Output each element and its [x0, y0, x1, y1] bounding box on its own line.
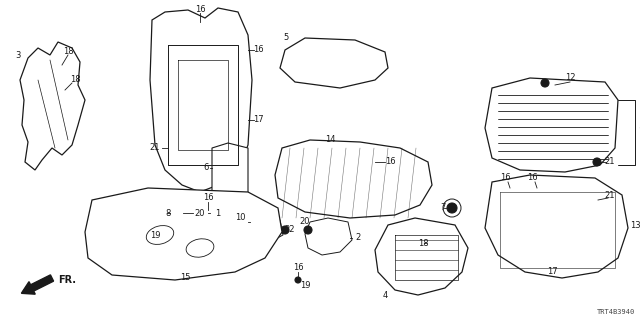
Polygon shape [275, 140, 432, 218]
Text: 10: 10 [235, 213, 245, 222]
Circle shape [295, 277, 301, 283]
Text: FR.: FR. [58, 275, 76, 285]
Text: 16: 16 [500, 173, 510, 182]
Circle shape [304, 226, 312, 234]
Text: 16: 16 [253, 45, 263, 54]
Polygon shape [150, 8, 252, 192]
Circle shape [170, 208, 180, 218]
Polygon shape [485, 78, 618, 172]
Text: 16: 16 [292, 263, 303, 273]
Text: 21: 21 [605, 157, 615, 166]
Polygon shape [305, 218, 352, 255]
Text: 15: 15 [180, 274, 190, 283]
Text: 12: 12 [564, 74, 575, 83]
Circle shape [281, 226, 289, 234]
Text: 11: 11 [638, 127, 640, 137]
Text: 16: 16 [527, 173, 538, 182]
Text: 1: 1 [216, 209, 221, 218]
Text: 20: 20 [300, 218, 310, 227]
Text: 17: 17 [253, 116, 263, 124]
Text: 4: 4 [382, 291, 388, 300]
Text: 16: 16 [195, 5, 205, 14]
Text: 3: 3 [15, 51, 20, 60]
Ellipse shape [147, 226, 173, 244]
Text: 20: 20 [195, 209, 205, 218]
Text: 18: 18 [63, 47, 74, 57]
Circle shape [593, 158, 601, 166]
Circle shape [541, 79, 549, 87]
Ellipse shape [186, 239, 214, 257]
Polygon shape [248, 215, 283, 242]
Polygon shape [280, 38, 388, 88]
Circle shape [427, 238, 437, 248]
Polygon shape [85, 188, 282, 280]
Text: TRT4B3940: TRT4B3940 [596, 309, 635, 315]
Text: 17: 17 [547, 268, 557, 276]
Text: 19: 19 [150, 230, 160, 239]
Text: 18: 18 [418, 238, 428, 247]
Text: 6: 6 [204, 164, 209, 172]
Text: 22: 22 [285, 226, 295, 235]
Polygon shape [212, 143, 248, 206]
Text: 18: 18 [70, 76, 80, 84]
Text: 19: 19 [300, 281, 310, 290]
Polygon shape [375, 218, 468, 295]
Text: 21: 21 [605, 190, 615, 199]
Text: 5: 5 [284, 34, 289, 43]
Text: 16: 16 [385, 157, 396, 166]
Text: 13: 13 [630, 220, 640, 229]
Text: 2: 2 [355, 234, 360, 243]
Text: 21: 21 [150, 143, 160, 153]
Text: 7: 7 [440, 204, 445, 212]
Text: 8: 8 [165, 209, 171, 218]
Circle shape [158, 231, 166, 239]
Polygon shape [20, 42, 85, 170]
Text: 16: 16 [203, 194, 213, 203]
Circle shape [447, 203, 457, 213]
Text: 14: 14 [324, 135, 335, 145]
Polygon shape [485, 175, 628, 278]
FancyArrow shape [21, 275, 54, 294]
